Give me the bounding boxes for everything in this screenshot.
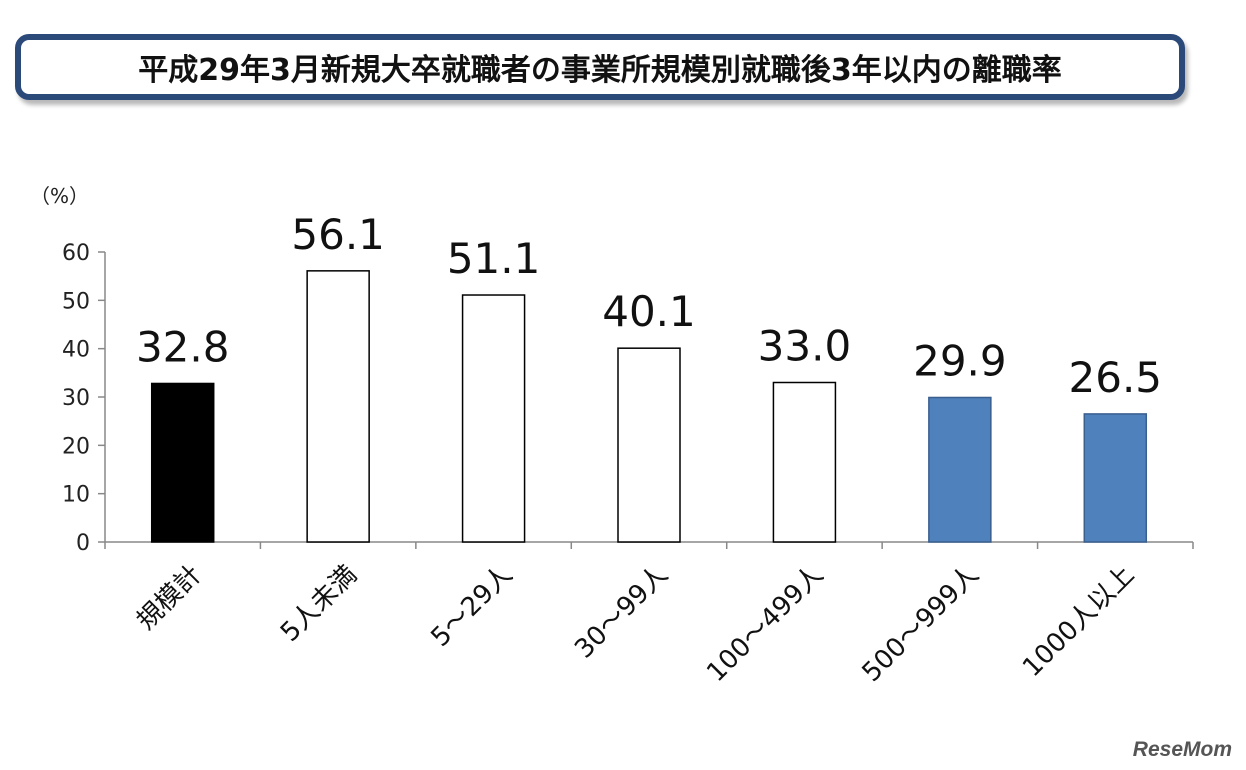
x-axis	[104, 541, 1194, 549]
y-tick-label: 30	[62, 386, 90, 411]
resemom-watermark: ReseMom	[1132, 738, 1232, 761]
category-label: 5～29人	[425, 560, 518, 653]
bar	[617, 347, 681, 543]
y-tick-label: 60	[62, 241, 90, 266]
bar	[306, 270, 370, 543]
bar-value-label: 29.9	[913, 336, 1007, 385]
bar-value-label: 40.1	[602, 287, 696, 336]
category-label: 500～999人	[857, 560, 985, 688]
y-tick-label: 10	[62, 483, 90, 508]
bar-value-label: 51.1	[447, 234, 541, 283]
y-tick-label: 40	[62, 338, 90, 363]
category-labels: 規模計 5人未満 5～29人 30～99人 100～499人 500～999人 1000人以…	[131, 560, 1140, 688]
bar-value-label: 56.1	[291, 210, 385, 259]
bar-value-label: 33.0	[758, 322, 852, 371]
chart-title: 平成29年3月新規大卒就職者の事業所規模別就職後3年以内の離職率	[138, 53, 1062, 88]
bars	[150, 270, 1148, 543]
bar	[461, 294, 526, 543]
y-tick-label: 50	[62, 289, 90, 314]
category-label: 5人未満	[275, 560, 363, 648]
y-axis-unit-label: （%）	[30, 184, 89, 208]
y-tick-label: 0	[76, 531, 90, 556]
y-axis: 0 10 20 30 40 50 60	[62, 241, 106, 556]
bar	[150, 382, 215, 543]
chart-title-box: 平成29年3月新規大卒就職者の事業所規模別就職後3年以内の離職率	[15, 34, 1185, 100]
bar	[772, 381, 837, 543]
bar-value-label: 26.5	[1069, 353, 1163, 402]
category-label: 30～99人	[569, 560, 674, 665]
category-label: 規模計	[131, 560, 207, 636]
category-label: 1000人以上	[1017, 560, 1140, 683]
bar	[1083, 413, 1148, 543]
y-tick-label: 20	[62, 434, 90, 459]
bar	[928, 396, 992, 543]
category-label: 100～499人	[701, 560, 829, 688]
value-labels: 32.8 56.1 51.1 40.1 33.0 29.9 26.5	[136, 210, 1162, 402]
bar-value-label: 32.8	[136, 322, 230, 371]
